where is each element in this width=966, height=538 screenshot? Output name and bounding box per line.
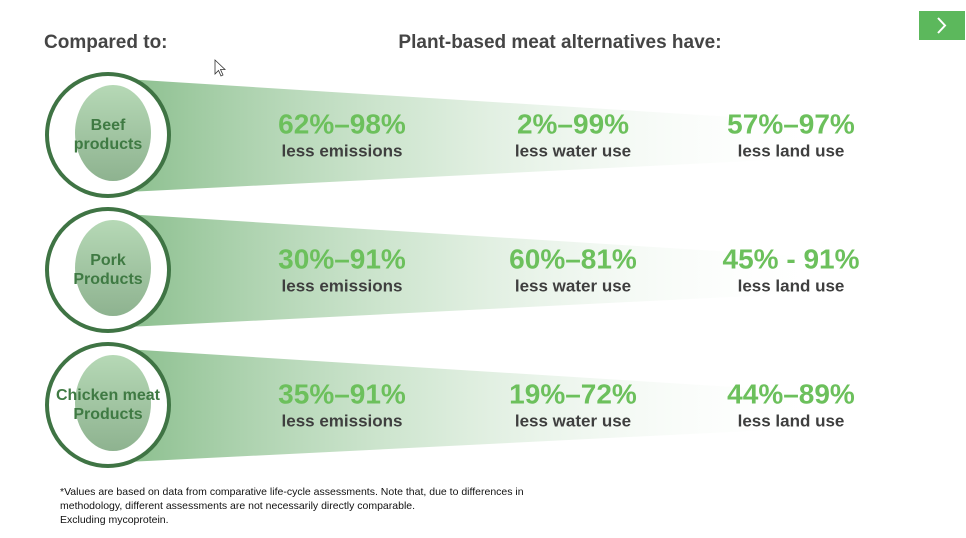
next-button-bg[interactable] [919,11,965,40]
footnote-line: Excluding mycoprotein. [60,514,169,526]
metric-value: 44%–89% [727,378,855,409]
animal-silhouette [75,355,151,451]
category-label: Beef [91,117,126,134]
category-label: Products [73,271,142,288]
alternatives-heading: Plant-based meat alternatives have: [398,32,721,53]
metric-label: less emissions [282,276,403,295]
metric-label: less water use [515,411,631,430]
footnote-line: *Values are based on data from comparati… [60,486,524,498]
funnel-wedge [108,348,830,463]
metric-value: 60%–81% [509,243,637,274]
metric-value: 30%–91% [278,243,406,274]
category-label: Products [73,406,142,423]
footnote-line: methodology, different assessments are n… [60,500,415,512]
metric-value: 2%–99% [517,108,629,139]
next-chevron[interactable] [937,17,947,34]
metric-label: less water use [515,141,631,160]
metric-label: less water use [515,276,631,295]
next-button[interactable] [919,11,965,40]
comparison-row: Pork Products 30%–91% less emissions 60%–81%… [45,207,860,333]
metric-value: 19%–72% [509,378,637,409]
funnel-wedge [108,78,830,193]
category-label: Pork [90,252,126,269]
compared-heading: Compared to: [44,32,168,53]
category-label: Chicken meat [56,387,161,404]
metric-label: less emissions [282,411,403,430]
metric-value: 35%–91% [278,378,406,409]
metric-label: less land use [738,411,845,430]
category-circle [45,72,171,198]
rows: Beef products 62%–98% less emissions 2%–99% l… [45,72,860,468]
comparison-row: Beef products 62%–98% less emissions 2%–99% l… [45,72,855,198]
metric-label: less emissions [282,141,403,160]
metric-value: 62%–98% [278,108,406,139]
animal-silhouette [75,85,151,181]
category-label: products [74,136,143,153]
metric-label: less land use [738,276,845,295]
metric-value: 57%–97% [727,108,855,139]
animal-silhouette [75,220,151,316]
comparison-row: Chicken meat Products 35%–91% less emission… [45,342,855,468]
footnote: *Values are based on data from comparati… [60,486,524,526]
metric-value: 45% - 91% [723,243,860,274]
category-circle [45,342,171,468]
funnel-wedge [108,213,830,328]
category-circle [45,207,171,333]
metric-label: less land use [738,141,845,160]
mouse-cursor [214,59,227,77]
